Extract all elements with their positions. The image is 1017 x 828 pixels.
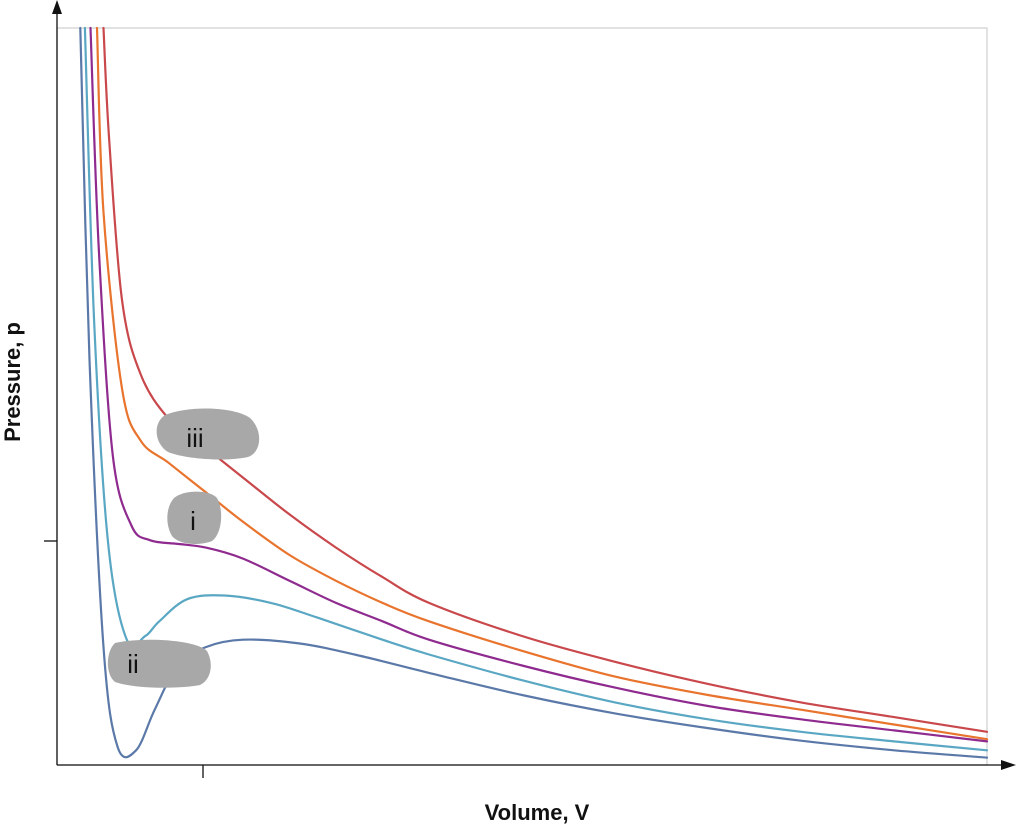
series-line-1: [102, 26, 989, 733]
series-line-4: [83, 26, 989, 752]
y-axis-title: Pressure, p: [0, 322, 25, 442]
x-axis-title: Volume, V: [485, 800, 590, 825]
marker-blob-ii: [107, 639, 211, 688]
marker-blob-iii: [156, 408, 260, 460]
x-axis-arrow-icon: [1001, 760, 1016, 770]
series-line-2: [95, 26, 989, 741]
y-axis-arrow-icon: [52, 0, 62, 14]
series-curves: [79, 26, 989, 759]
marker-blob-i: [167, 491, 222, 544]
axes: [44, 0, 1016, 778]
series-line-3: [89, 26, 989, 743]
marker-label-ii: ii: [127, 649, 139, 679]
marker-label-i: i: [190, 506, 196, 536]
marker-label-iii: iii: [186, 423, 203, 453]
series-line-5: [79, 26, 989, 759]
